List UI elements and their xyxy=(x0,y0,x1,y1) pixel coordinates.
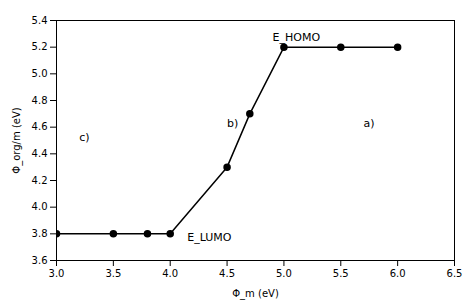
svg-text:4.5: 4.5 xyxy=(219,268,235,279)
svg-text:4.6: 4.6 xyxy=(32,121,48,132)
svg-text:5.2: 5.2 xyxy=(32,41,48,52)
svg-text:a): a) xyxy=(364,117,375,130)
svg-text:4.0: 4.0 xyxy=(162,268,178,279)
svg-text:3.5: 3.5 xyxy=(105,268,121,279)
svg-text:3.0: 3.0 xyxy=(49,268,65,279)
svg-text:4.4: 4.4 xyxy=(32,148,48,159)
svg-text:6.5: 6.5 xyxy=(447,268,463,279)
svg-text:E_LUMO: E_LUMO xyxy=(187,231,232,244)
svg-text:5.0: 5.0 xyxy=(32,68,48,79)
svg-text:4.8: 4.8 xyxy=(32,95,48,106)
svg-text:Φ_m (eV): Φ_m (eV) xyxy=(232,288,279,300)
svg-text:4.2: 4.2 xyxy=(32,175,48,186)
svg-text:b): b) xyxy=(227,117,238,130)
svg-text:4.0: 4.0 xyxy=(32,201,48,212)
svg-text:5.4: 5.4 xyxy=(32,15,48,26)
svg-text:E_HOMO: E_HOMO xyxy=(273,31,321,44)
svg-text:5.5: 5.5 xyxy=(333,268,349,279)
svg-text:6.0: 6.0 xyxy=(390,268,406,279)
svg-text:Φ_org/m (eV): Φ_org/m (eV) xyxy=(11,107,23,173)
svg-text:3.6: 3.6 xyxy=(32,255,48,266)
svg-text:c): c) xyxy=(79,131,89,144)
svg-text:3.8: 3.8 xyxy=(32,228,48,239)
svg-text:5.0: 5.0 xyxy=(276,268,292,279)
